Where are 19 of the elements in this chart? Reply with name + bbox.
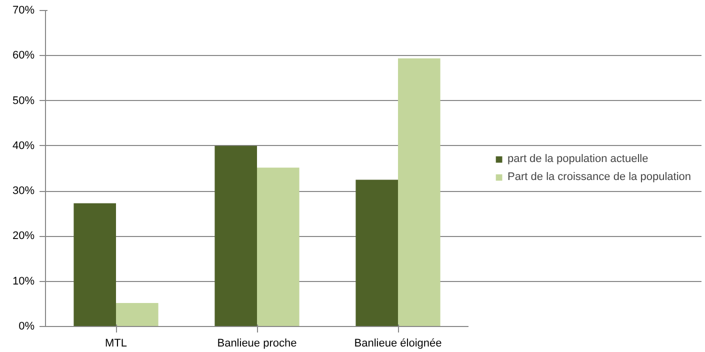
bar bbox=[257, 168, 300, 326]
y-tick-label: 0% bbox=[18, 320, 35, 332]
y-tick-label: 40% bbox=[12, 140, 35, 152]
x-tick-label: MTL bbox=[105, 338, 127, 350]
y-tick-label: 10% bbox=[12, 275, 35, 288]
y-tick-label: 60% bbox=[12, 50, 35, 62]
bar bbox=[356, 180, 398, 326]
legend-label: Part de la croissance de la population bbox=[508, 171, 691, 183]
bar bbox=[398, 58, 440, 326]
bar bbox=[116, 303, 158, 326]
bar bbox=[214, 146, 257, 326]
x-tick-label: Banlieue éloignée bbox=[354, 338, 442, 350]
y-tick-label: 70% bbox=[12, 4, 35, 16]
bar bbox=[74, 203, 116, 326]
y-tick-label: 50% bbox=[12, 94, 35, 107]
x-tick-label: Banlieue proche bbox=[217, 338, 297, 350]
y-tick-label: 20% bbox=[12, 230, 35, 242]
y-tick-label: 30% bbox=[12, 185, 35, 198]
legend-label: part de la population actuelle bbox=[508, 153, 648, 165]
